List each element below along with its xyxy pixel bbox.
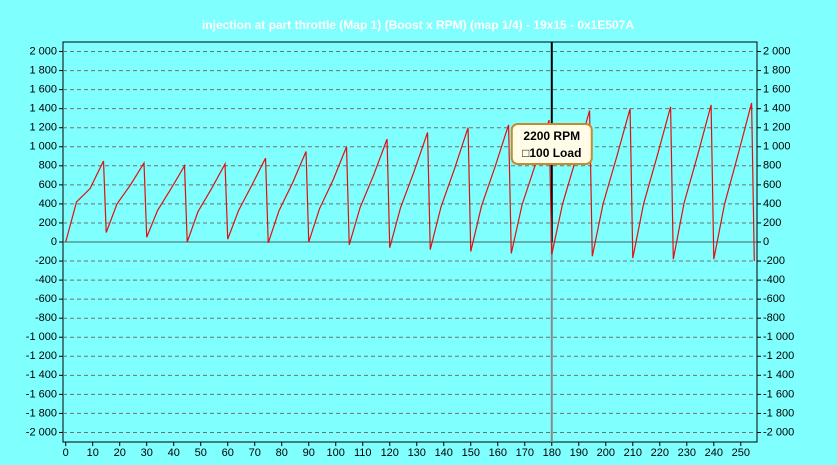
- x-tick-label: 220: [651, 447, 669, 459]
- x-tick-label: 180: [543, 447, 561, 459]
- x-tick-label: 30: [141, 447, 153, 459]
- x-tick-label: 150: [462, 447, 480, 459]
- y-tick-label: -800: [35, 312, 57, 324]
- y2-tick-label: 200: [763, 217, 781, 229]
- x-tick-label: 230: [678, 447, 696, 459]
- x-tick-label: 60: [222, 447, 234, 459]
- y-tick-label: -2 000: [26, 426, 57, 438]
- y2-tick-label: -1 400: [763, 369, 794, 381]
- x-tick-label: 50: [195, 447, 207, 459]
- x-tick-label: 110: [354, 447, 372, 459]
- x-tick-label: 210: [624, 447, 642, 459]
- y-tick-label: -1 600: [26, 388, 57, 400]
- y-tick-label: 1 000: [29, 141, 57, 153]
- y2-tick-label: 2 000: [763, 45, 791, 57]
- x-tick-label: 20: [114, 447, 126, 459]
- y2-tick-label: -800: [763, 312, 785, 324]
- tooltip: 2200 RPM □100 Load: [510, 123, 593, 165]
- y-tick-label: -400: [35, 274, 57, 286]
- y2-tick-label: 0: [763, 236, 769, 248]
- x-tick-label: 40: [168, 447, 180, 459]
- y2-tick-label: 800: [763, 160, 781, 172]
- y2-tick-label: -1 000: [763, 331, 794, 343]
- x-tick-label: 170: [516, 447, 534, 459]
- y2-tick-label: -1 200: [763, 350, 794, 362]
- y2-tick-label: 1 200: [763, 122, 791, 134]
- x-tick-label: 10: [87, 447, 99, 459]
- y-tick-label: -1 000: [26, 331, 57, 343]
- y2-tick-label: 400: [763, 198, 781, 210]
- y-tick-label: 1 400: [29, 103, 57, 115]
- y-tick-label: -1 200: [26, 350, 57, 362]
- y-tick-label: -600: [35, 293, 57, 305]
- x-tick-label: 90: [303, 447, 315, 459]
- x-tick-label: 240: [705, 447, 723, 459]
- y2-tick-label: 1 400: [763, 103, 791, 115]
- y-tick-label: -1 800: [26, 407, 57, 419]
- y2-tick-label: -600: [763, 293, 785, 305]
- x-tick-label: 100: [327, 447, 345, 459]
- y-tick-label: -1 400: [26, 369, 57, 381]
- chart-title: injection at part throttle (Map 1) (Boos…: [202, 18, 634, 32]
- y-tick-label: 2 000: [29, 45, 57, 57]
- y-tick-label: 800: [39, 160, 57, 172]
- y-tick-label: 0: [51, 236, 57, 248]
- y2-tick-label: -1 800: [763, 407, 794, 419]
- y-tick-label: 1 600: [29, 84, 57, 96]
- y2-tick-label: 1 000: [763, 141, 791, 153]
- x-tick-label: 0: [63, 447, 69, 459]
- x-tick-label: 140: [435, 447, 453, 459]
- x-tick-label: 130: [408, 447, 426, 459]
- y2-tick-label: 1 800: [763, 64, 791, 76]
- y-tick-label: 600: [39, 179, 57, 191]
- x-tick-label: 120: [381, 447, 399, 459]
- y-tick-label: 200: [39, 217, 57, 229]
- x-tick-label: 70: [249, 447, 261, 459]
- y2-tick-label: 1 600: [763, 84, 791, 96]
- y-tick-label: -200: [35, 255, 57, 267]
- y2-tick-label: -200: [763, 255, 785, 267]
- tooltip-box: [510, 123, 593, 165]
- y-tick-label: 1 800: [29, 64, 57, 76]
- x-tick-label: 200: [597, 447, 615, 459]
- x-tick-label: 250: [732, 447, 750, 459]
- y2-tick-label: 600: [763, 179, 781, 191]
- y2-tick-label: -1 600: [763, 388, 794, 400]
- x-tick-label: 160: [489, 447, 507, 459]
- y-tick-label: 1 200: [29, 122, 57, 134]
- tooltip-text: 2200 RPM: [523, 129, 580, 143]
- y-tick-label: 400: [39, 198, 57, 210]
- x-tick-label: 80: [276, 447, 288, 459]
- y2-tick-label: -2 000: [763, 426, 794, 438]
- series-line: [65, 102, 755, 262]
- y2-tick-label: -400: [763, 274, 785, 286]
- tooltip-text: □100 Load: [522, 146, 581, 160]
- x-tick-label: 190: [570, 447, 588, 459]
